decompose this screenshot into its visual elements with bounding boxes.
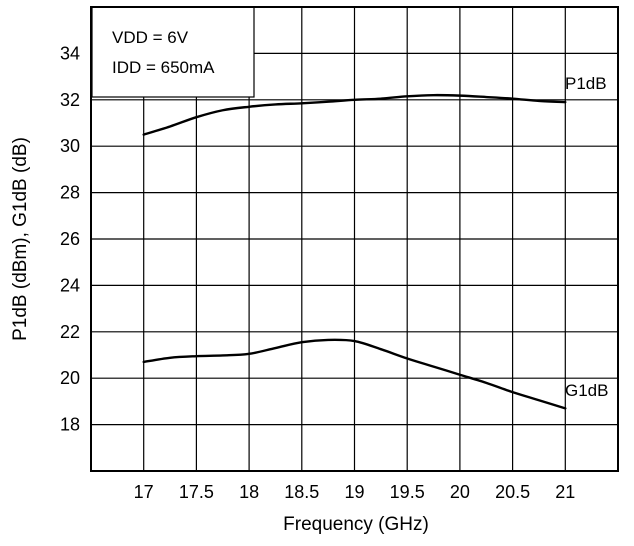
series-layer — [142, 93, 567, 410]
series-label-g1db: G1dB — [565, 381, 608, 400]
x-tick-label: 18.5 — [284, 482, 319, 502]
y-tick-label: 28 — [60, 183, 80, 203]
x-tick-label: 20.5 — [495, 482, 530, 502]
y-tick-label: 24 — [60, 275, 80, 295]
y-tick-label: 34 — [60, 43, 80, 63]
x-axis-title: Frequency (GHz) — [283, 514, 429, 535]
y-tick-label: 18 — [60, 415, 80, 435]
x-tick-labels: 17 17.5 18 18.5 19 19.5 20 20.5 21 — [134, 482, 576, 502]
x-tick-label: 21 — [555, 482, 575, 502]
y-tick-label: 20 — [60, 368, 80, 388]
x-tick-label: 17.5 — [179, 482, 214, 502]
y-tick-label: 22 — [60, 322, 80, 342]
y-tick-label: 26 — [60, 229, 80, 249]
y-tick-label: 30 — [60, 136, 80, 156]
series-label-p1db: P1dB — [565, 74, 607, 93]
x-tick-label: 19.5 — [390, 482, 425, 502]
x-tick-label: 18 — [239, 482, 259, 502]
idd-annotation: IDD = 650mA — [112, 58, 215, 77]
annotation-box — [91, 6, 255, 98]
series-line-g1db — [142, 338, 567, 410]
y-tick-label: 32 — [60, 90, 80, 110]
plot-frame — [90, 6, 619, 472]
x-tick-label: 19 — [344, 482, 364, 502]
x-tick-label: 17 — [134, 482, 154, 502]
series-line-p1db — [142, 93, 567, 136]
vdd-annotation: VDD = 6V — [112, 28, 189, 47]
y-tick-labels: 18 20 22 24 26 28 30 32 34 — [60, 43, 80, 434]
x-tick-label: 20 — [450, 482, 470, 502]
y-axis-title: P1dB (dBm), G1dB (dB) — [10, 137, 31, 341]
